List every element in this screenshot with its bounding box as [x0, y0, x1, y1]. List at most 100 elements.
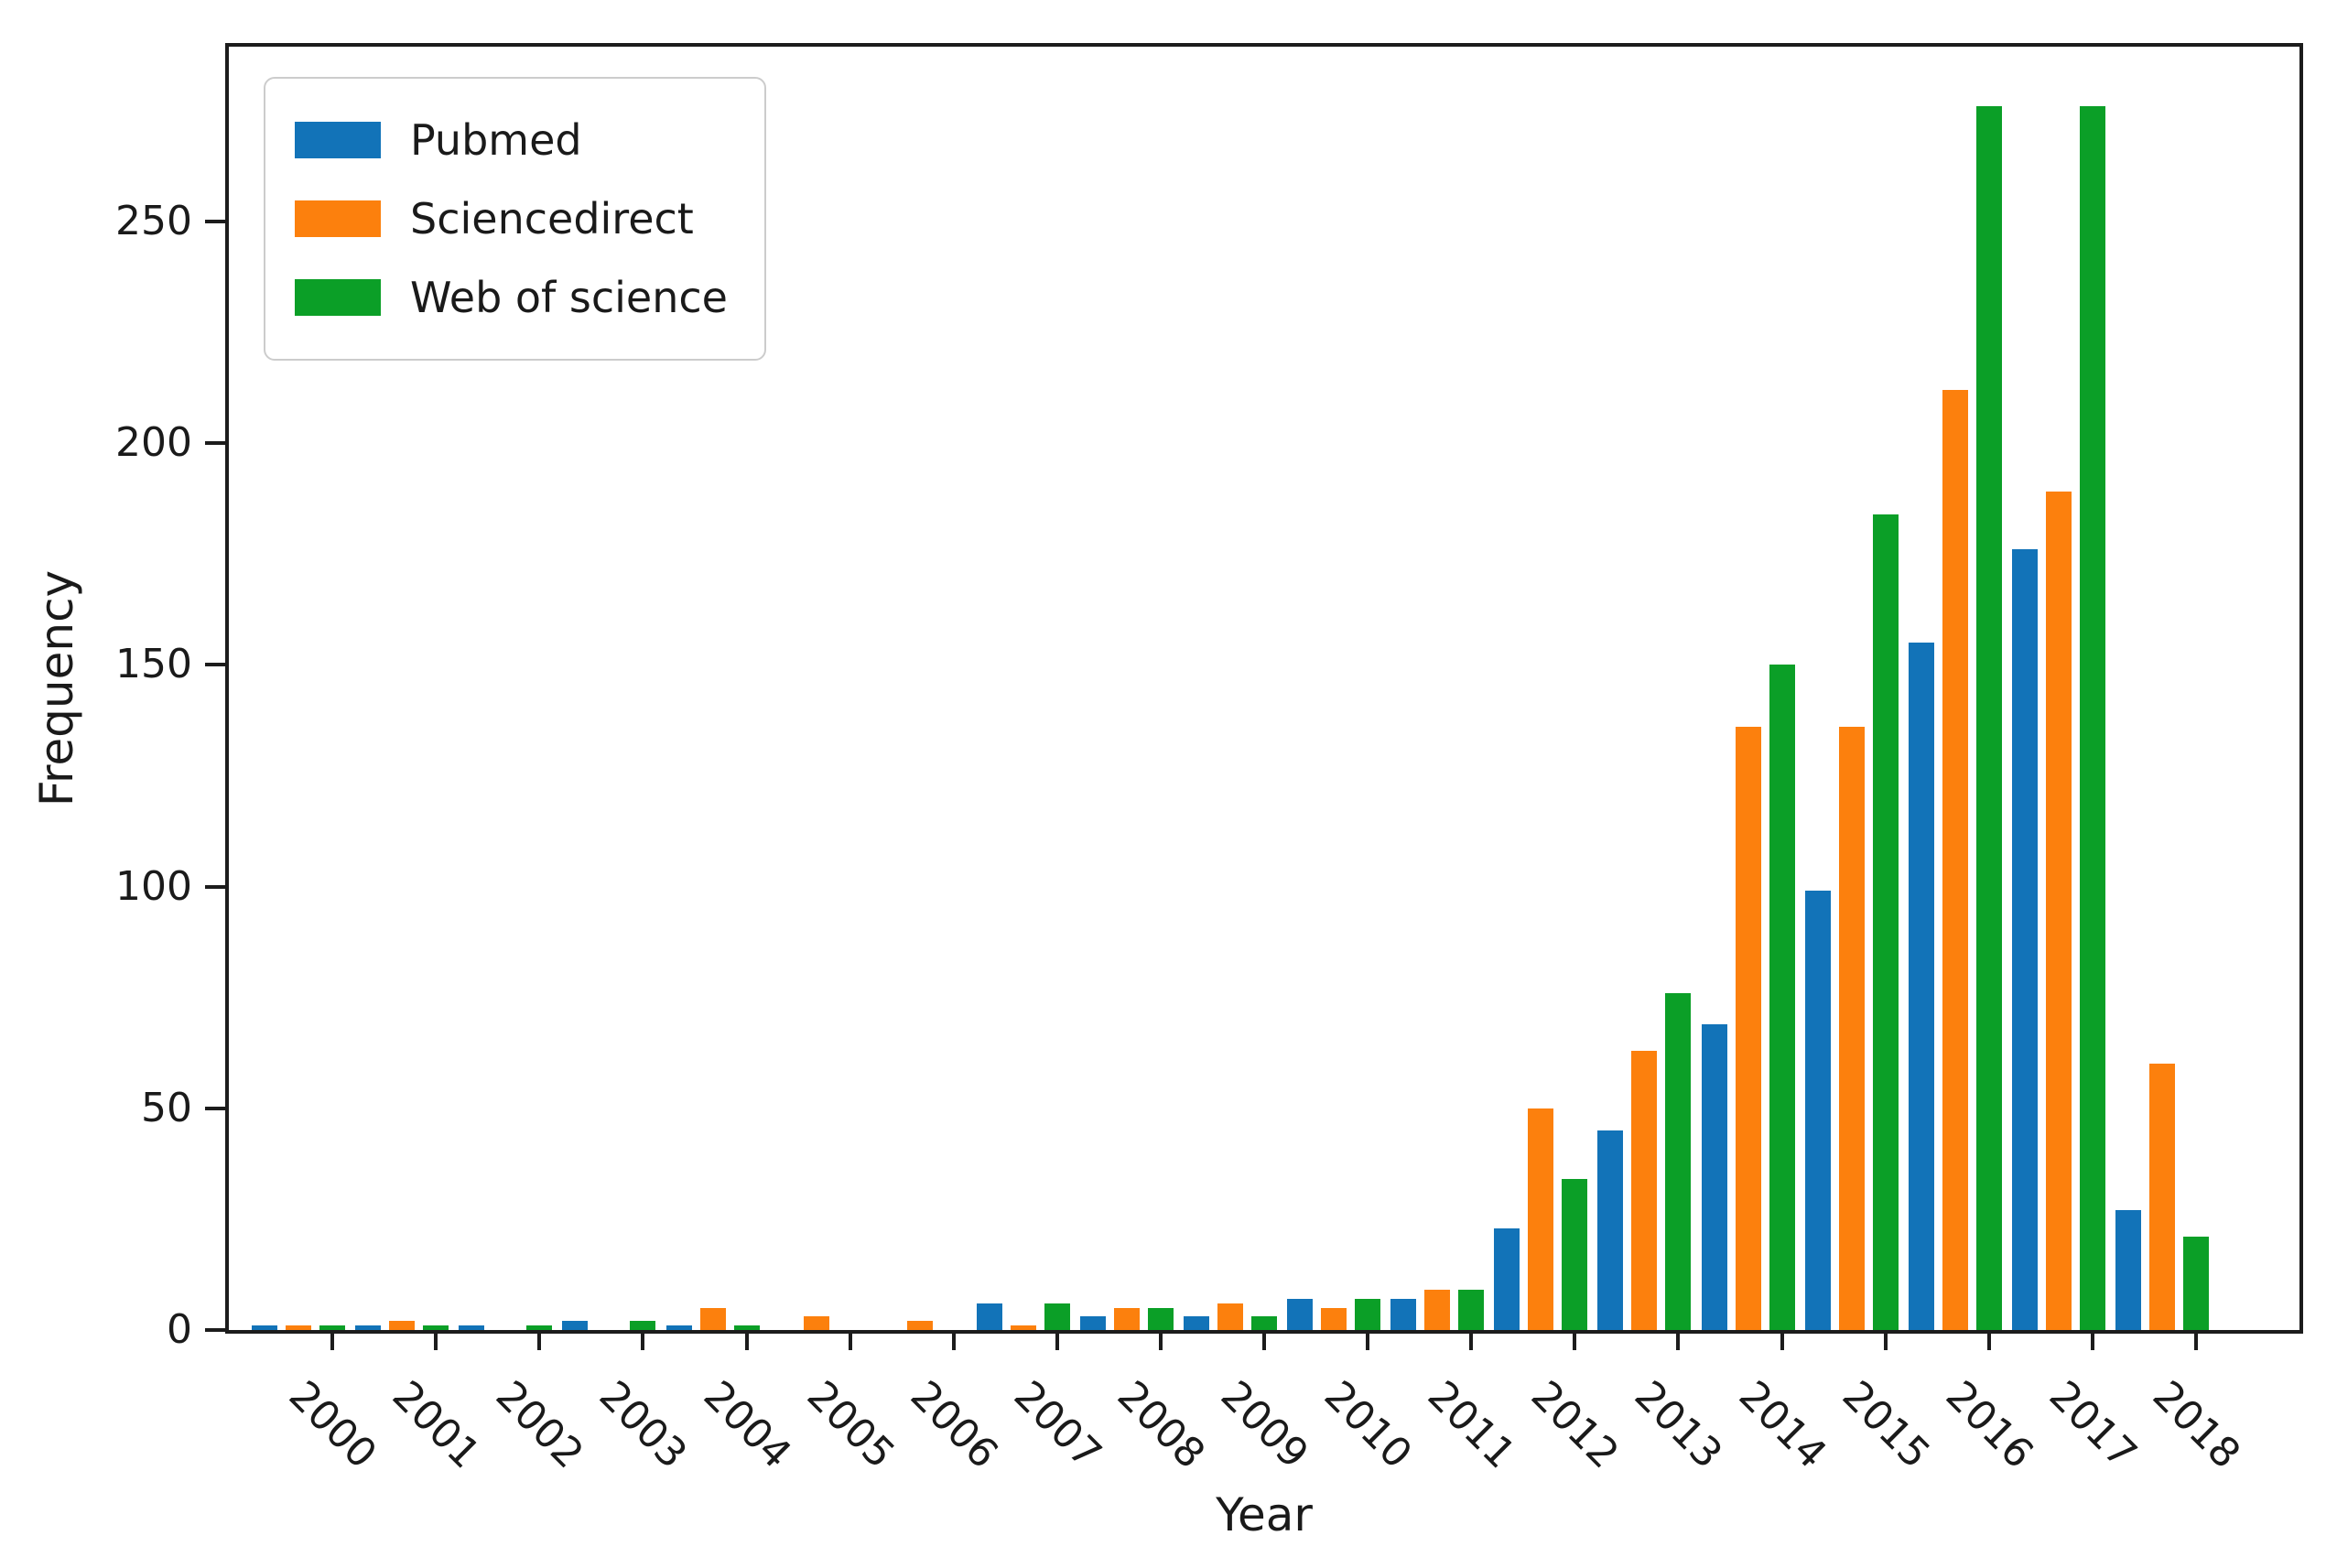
- x-tick-mark: [1262, 1330, 1266, 1350]
- legend: Pubmed Sciencedirect Web of science: [264, 77, 766, 361]
- bar-pubmed-2013: [1597, 1130, 1624, 1330]
- y-tick-label: 50: [141, 1084, 192, 1131]
- bar-web-of-science-2001: [423, 1325, 449, 1330]
- plot-area: 0 50 100 150 200 250 2000 2001 2002 2003 2004 2005…: [115, 43, 2303, 1477]
- bar-web-of-science-2002: [526, 1325, 553, 1330]
- x-tick-mark: [2090, 1330, 2094, 1350]
- bar-sciencedirect-2006: [906, 1321, 933, 1330]
- x-tick-label-2018: 2018: [2143, 1372, 2249, 1478]
- y-tick-label: 0: [167, 1306, 192, 1353]
- legend-item-web-of-science: Web of science: [295, 258, 728, 337]
- y-tick-mark: [205, 219, 225, 223]
- y-tick-label: 200: [115, 419, 192, 467]
- x-tick-mark: [1366, 1330, 1370, 1350]
- x-tick-mark: [951, 1330, 956, 1350]
- bar-web-of-science-2004: [733, 1325, 760, 1330]
- bar-pubmed-2002: [459, 1325, 485, 1330]
- legend-swatch-sciencedirect: [295, 200, 381, 237]
- x-tick-label-2013: 2013: [1626, 1372, 1732, 1478]
- legend-swatch-web-of-science: [295, 279, 381, 316]
- legend-label-web-of-science: Web of science: [410, 273, 728, 322]
- legend-item-sciencedirect: Sciencedirect: [295, 179, 728, 258]
- x-tick-mark: [1676, 1330, 1681, 1350]
- bar-pubmed-2001: [355, 1325, 382, 1330]
- x-tick-label-2005: 2005: [797, 1372, 903, 1478]
- x-tick-label-2011: 2011: [1418, 1372, 1525, 1478]
- bar-pubmed-2018: [2115, 1210, 2141, 1330]
- bar-pubmed-2007: [976, 1303, 1002, 1330]
- bar-pubmed-2012: [1494, 1228, 1520, 1330]
- x-tick-label-2001: 2001: [383, 1372, 490, 1478]
- bar-web-of-science-2013: [1665, 993, 1692, 1330]
- bar-sciencedirect-2016: [1942, 390, 1968, 1330]
- bar-web-of-science-2009: [1251, 1316, 1277, 1330]
- x-tick-label-2008: 2008: [1108, 1372, 1214, 1478]
- x-tick-mark: [848, 1330, 852, 1350]
- bar-pubmed-2016: [1908, 643, 1934, 1330]
- x-tick-mark: [1055, 1330, 1059, 1350]
- x-tick-label-2004: 2004: [694, 1372, 800, 1478]
- x-tick-label-2007: 2007: [1004, 1372, 1110, 1478]
- bar-sciencedirect-2001: [389, 1321, 416, 1330]
- y-tick-mark: [205, 884, 225, 889]
- y-tick-label: 150: [115, 641, 192, 688]
- legend-label-pubmed: Pubmed: [410, 115, 582, 165]
- x-tick-label-2012: 2012: [1522, 1372, 1628, 1478]
- y-tick-label: 100: [115, 862, 192, 910]
- x-tick-label-2006: 2006: [901, 1372, 1007, 1478]
- bar-sciencedirect-2005: [803, 1316, 829, 1330]
- bar-web-of-science-2000: [319, 1325, 346, 1330]
- x-tick-mark: [1573, 1330, 1577, 1350]
- bar-pubmed-2010: [1287, 1299, 1314, 1330]
- bar-pubmed-2014: [1701, 1024, 1727, 1330]
- bar-sciencedirect-2004: [699, 1308, 726, 1330]
- x-tick-label-2017: 2017: [2039, 1372, 2146, 1478]
- x-tick-mark: [1158, 1330, 1163, 1350]
- y-axis-label: Frequency: [30, 569, 83, 807]
- legend-items: Pubmed Sciencedirect Web of science: [295, 101, 728, 337]
- x-tick-label-2016: 2016: [1936, 1372, 2042, 1478]
- bar-web-of-science-2011: [1458, 1290, 1485, 1330]
- bar-sciencedirect-2011: [1424, 1290, 1451, 1330]
- bar-sciencedirect-2008: [1113, 1308, 1140, 1330]
- bar-pubmed-2015: [1804, 891, 1831, 1330]
- x-tick-label-2003: 2003: [590, 1372, 697, 1478]
- bar-pubmed-2009: [1184, 1316, 1209, 1330]
- bar-web-of-science-2012: [1562, 1179, 1588, 1330]
- x-tick-label-2000: 2000: [279, 1372, 386, 1478]
- bar-sciencedirect-2007: [1010, 1325, 1036, 1330]
- y-tick-mark: [205, 663, 225, 667]
- bar-web-of-science-2014: [1769, 665, 1795, 1330]
- bar-sciencedirect-2012: [1528, 1108, 1554, 1330]
- legend-label-sciencedirect: Sciencedirect: [410, 194, 694, 243]
- x-tick-mark: [2193, 1330, 2198, 1350]
- y-tick-mark: [205, 1106, 225, 1110]
- bar-web-of-science-2008: [1147, 1308, 1174, 1330]
- bar-sciencedirect-2010: [1321, 1308, 1347, 1330]
- y-tick-mark: [205, 1328, 225, 1332]
- bar-web-of-science-2016: [1975, 106, 2002, 1330]
- x-tick-mark: [1469, 1330, 1474, 1350]
- x-axis-label: Year: [1216, 1488, 1313, 1541]
- bar-web-of-science-2010: [1355, 1299, 1381, 1330]
- x-tick-mark: [1883, 1330, 1888, 1350]
- bar-pubmed-2004: [665, 1325, 692, 1330]
- bar-web-of-science-2003: [630, 1321, 656, 1330]
- bar-pubmed-2003: [562, 1321, 589, 1330]
- x-tick-label-2010: 2010: [1315, 1372, 1422, 1478]
- x-tick-label-2014: 2014: [1729, 1372, 1835, 1478]
- x-tick-mark: [434, 1330, 438, 1350]
- bar-sciencedirect-2018: [2148, 1064, 2175, 1330]
- x-tick-mark: [744, 1330, 749, 1350]
- bar-sciencedirect-2000: [286, 1325, 312, 1330]
- x-tick-label-2002: 2002: [487, 1372, 593, 1478]
- y-tick-mark: [205, 441, 225, 446]
- x-tick-mark: [537, 1330, 542, 1350]
- bar-web-of-science-2007: [1044, 1303, 1070, 1330]
- x-tick-label-2009: 2009: [1211, 1372, 1317, 1478]
- bar-pubmed-2000: [252, 1325, 278, 1330]
- legend-item-pubmed: Pubmed: [295, 101, 728, 179]
- bar-web-of-science-2015: [1872, 514, 1899, 1330]
- bar-web-of-science-2018: [2182, 1237, 2209, 1330]
